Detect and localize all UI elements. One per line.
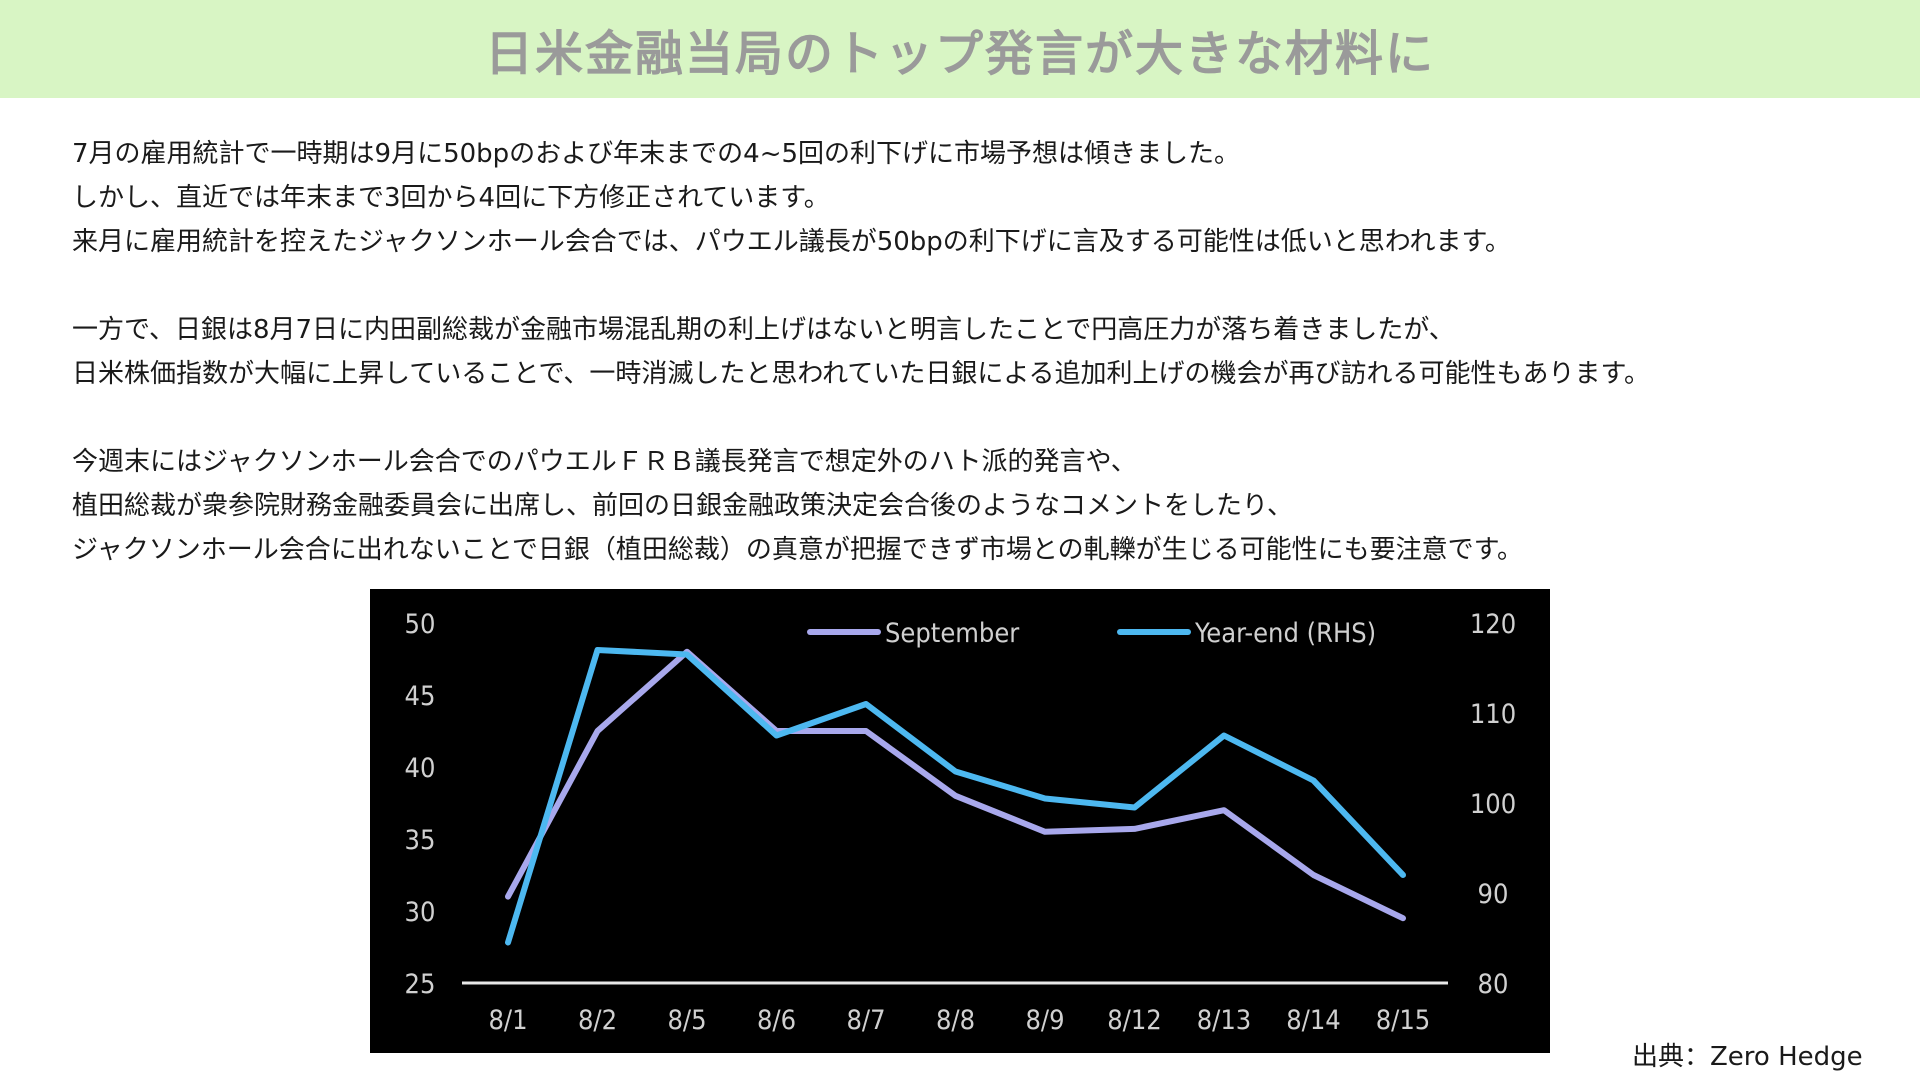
y-right-tick-label: 120 [1470, 609, 1516, 640]
x-tick-label: 8/14 [1286, 1005, 1341, 1036]
x-tick-label: 8/15 [1376, 1005, 1431, 1036]
x-tick-label: 8/12 [1107, 1005, 1162, 1036]
paragraph-line: 7月の雇用統計で一時期は9月に50bpのおよび年末までの4~5回の利下げに市場予… [72, 139, 1241, 169]
paragraph-line: 来月に雇用統計を控えたジャクソンホール会合では、パウエル議長が50bpの利下げに… [72, 227, 1511, 257]
paragraph-line: 植田総裁が衆参院財務金融委員会に出席し、前回の日銀金融政策決定会合後のようなコメ… [72, 491, 1293, 521]
y-left-tick-label: 30 [405, 897, 436, 928]
paragraph-line: しかし、直近では年末まで3回から4回に下方修正されています。 [72, 183, 830, 213]
paragraph-1: 7月の雇用統計で一時期は9月に50bpのおよび年末までの4~5回の利下げに市場予… [72, 132, 1902, 264]
y-left-tick-label: 25 [405, 969, 436, 1000]
x-tick-label: 8/1 [488, 1005, 527, 1036]
y-left-tick-label: 40 [405, 753, 436, 784]
legend-label: Year-end (RHS) [1194, 618, 1376, 649]
x-tick-label: 8/7 [846, 1005, 885, 1036]
paragraph-line: 日米株価指数が大幅に上昇していることで、一時消滅したと思われていた日銀による追加… [72, 359, 1650, 389]
paragraph-2: 一方で、日銀は8月7日に内田副総裁が金融市場混乱期の利上げはないと明言したことで… [72, 308, 1902, 396]
y-left-tick-label: 45 [405, 681, 436, 712]
x-tick-label: 8/6 [757, 1005, 796, 1036]
y-right-tick-label: 110 [1470, 699, 1516, 730]
series-line-september [505, 648, 1406, 922]
y-left-tick-label: 50 [405, 609, 436, 640]
paragraph-3: 今週末にはジャクソンホール会合でのパウエルＦＲＢ議長発言で想定外のハト派的発言や… [72, 440, 1902, 572]
y-right-tick-label: 100 [1470, 789, 1516, 820]
x-tick-label: 8/2 [578, 1005, 617, 1036]
x-tick-label: 8/5 [667, 1005, 706, 1036]
page-title: 日米金融当局のトップ発言が大きな材料に [484, 26, 1435, 82]
legend-label: September [885, 618, 1019, 649]
paragraph-line: 今週末にはジャクソンホール会合でのパウエルＦＲＢ議長発言で想定外のハト派的発言や… [72, 447, 1137, 477]
paragraph-line: ジャクソンホール会合に出れないことで日銀（植田総裁）の真意が把握できず市場との軋… [72, 535, 1524, 565]
series-line-year-end [505, 647, 1406, 946]
rate-cut-expectations-chart: 25 30 35 40 45 50 80 90 100 110 120 8/1 8/2 8/5 8/6 8/7… [370, 589, 1550, 1053]
y-right-tick-label: 90 [1478, 879, 1509, 910]
body-text: 7月の雇用統計で一時期は9月に50bpのおよび年末までの4~5回の利下げに市場予… [72, 132, 1902, 572]
paragraph-line: 一方で、日銀は8月7日に内田副総裁が金融市場混乱期の利上げはないと明言したことで… [72, 315, 1455, 345]
x-tick-label: 8/13 [1197, 1005, 1252, 1036]
header-banner: 日米金融当局のトップ発言が大きな材料に [0, 0, 1920, 98]
x-tick-label: 8/9 [1025, 1005, 1064, 1036]
x-tick-label: 8/8 [936, 1005, 975, 1036]
y-right-tick-label: 80 [1478, 969, 1509, 1000]
source-credit: 出典：Zero Hedge [1632, 1042, 1863, 1072]
y-left-tick-label: 35 [405, 825, 436, 856]
chart-svg: 25 30 35 40 45 50 80 90 100 110 120 8/1 8/2 8/5 8/6 8/7… [405, 609, 1517, 1036]
